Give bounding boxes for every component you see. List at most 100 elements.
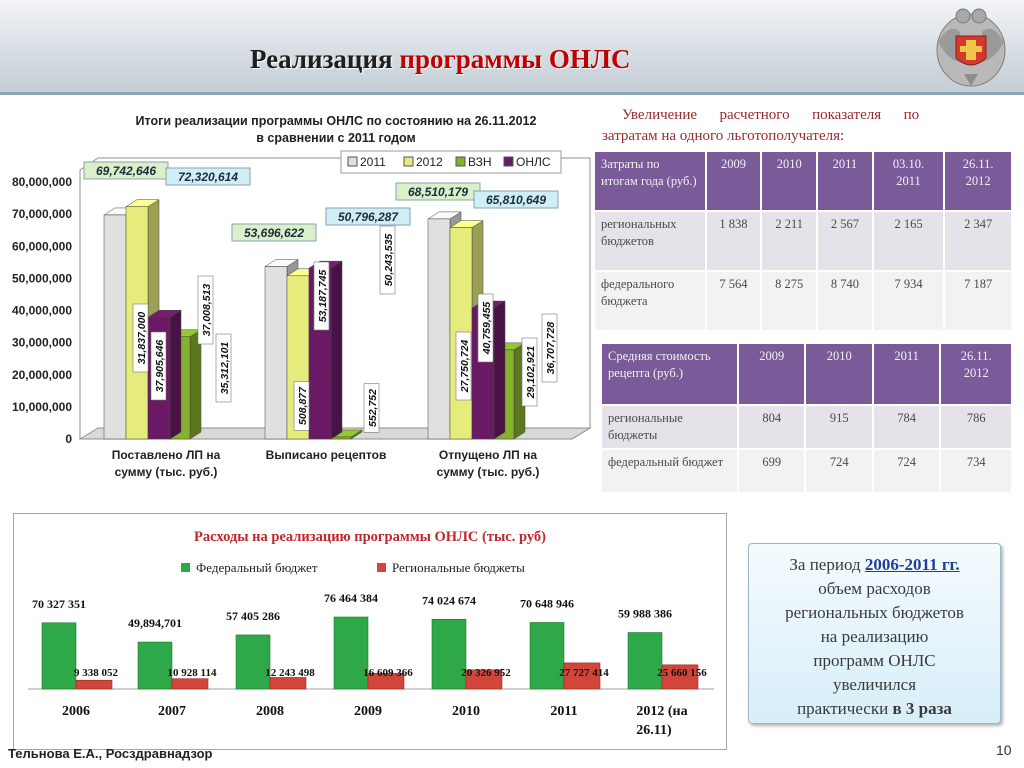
bar-side	[169, 309, 182, 440]
table2-cell: 699	[736, 448, 807, 494]
federal-bar	[41, 622, 77, 690]
value-label-box	[455, 331, 472, 401]
table2-cell: 724	[804, 448, 874, 494]
table1-header: 2010	[760, 150, 819, 212]
program-results-chart: Итоги реализации программы ОНЛС по состо…	[12, 114, 592, 479]
regional-bar	[269, 677, 307, 690]
legend-swatch	[503, 156, 514, 167]
note-period: 2006-2011 гг.	[864, 555, 960, 574]
note-line7-pre: практически	[797, 699, 893, 718]
year-label: 2012 (на	[636, 704, 687, 719]
eagle-emblem-icon	[936, 8, 1006, 87]
y-tick-label: 70,000,000	[12, 207, 72, 221]
federal-value-label: 57 405 286	[226, 609, 280, 623]
category-label-1a: Поставлено ЛП на	[112, 448, 221, 462]
regional-value-label: 9 338 052	[74, 667, 119, 679]
table1-cell: 7 564	[704, 270, 763, 332]
table2-cell: 915	[804, 404, 874, 450]
regional-value-label: 10 928 114	[168, 667, 217, 679]
footer-author: Тельнова Е.А., Росздравнадзор	[8, 746, 213, 761]
table-row: региональных бюджетов 1 838 2 211 2 567 …	[593, 210, 1013, 272]
y-tick-label: 10,000,000	[12, 400, 72, 414]
table2-cell: 734	[939, 448, 1013, 494]
value-label-text: 31,837,000	[136, 312, 148, 365]
y-tick-label: 20,000,000	[12, 368, 72, 382]
indicator-text-line1: Увеличение расчетного показателя по	[622, 107, 920, 123]
y-tick-label: 0	[65, 432, 72, 446]
chart-title-line2: в сравнении с 2011 годом	[256, 131, 415, 145]
table1-cell: 2 165	[871, 210, 946, 272]
value-label-text: 40,759,455	[481, 302, 493, 356]
legend-label: 2011	[360, 155, 386, 169]
y-tick-label: 30,000,000	[12, 336, 72, 350]
table2-cell: 786	[939, 404, 1013, 450]
table2-header: 26.11. 2012	[939, 342, 1013, 406]
bar-side	[189, 329, 202, 440]
table1-header: Затраты по итогам года (руб.)	[593, 150, 707, 212]
category-label-1b: сумму (тыс. руб.)	[115, 465, 218, 479]
note-line7-bold: в 3 раза	[892, 699, 952, 718]
value-label-box	[197, 275, 214, 345]
table1-cell: 1 838	[704, 210, 763, 272]
callout-box	[325, 207, 411, 226]
value-label-box	[313, 261, 330, 331]
federal-value-label: 74 024 674	[422, 593, 476, 607]
regional-bar	[661, 664, 699, 690]
cost-per-beneficiary-table: Затраты по итогам года (руб.) 2009 2010 …	[593, 150, 1013, 332]
regional-bar	[367, 673, 405, 690]
regional-value-label: 25 660 156	[657, 667, 707, 679]
legend-swatch	[455, 156, 466, 167]
value-label: 37,905,646	[150, 331, 167, 401]
year-label: 2009	[354, 704, 382, 719]
table1-cell: 8 740	[816, 270, 874, 332]
regional-bar	[75, 679, 113, 690]
title-part1: Реализация	[250, 44, 393, 74]
value-label-text: 36,707,728	[545, 322, 557, 375]
callout-box	[231, 223, 317, 242]
value-label: 552,752	[363, 383, 380, 433]
value-label-text: 508,877	[297, 386, 309, 425]
year-label: 2011	[550, 704, 577, 719]
y-tick-label: 80,000,000	[12, 175, 72, 189]
page-title: Реализация программы ОНЛС	[250, 44, 630, 75]
callout-value: 72,320,614	[178, 170, 238, 184]
value-label-box	[132, 303, 149, 373]
regional-value-label: 27 727 414	[559, 667, 609, 679]
table2-cell: региональные бюджеты	[600, 404, 739, 450]
note-prefix: За период	[789, 555, 865, 574]
value-label-text: 29,102,921	[525, 346, 537, 400]
value-label: 40,759,455	[477, 293, 494, 363]
value-label: 31,837,000	[132, 303, 149, 373]
value-label-box	[363, 383, 380, 433]
indicator-text-line2: затратам на одного льготополучателя:	[602, 128, 844, 145]
regional-bar	[563, 662, 601, 690]
table1-header: 03.10. 2011	[871, 150, 946, 212]
value-label-text: 50,243,535	[383, 234, 395, 287]
legend-reg-swatch	[377, 563, 386, 572]
legend-label: ВЗН	[468, 155, 492, 169]
value-label-box	[215, 333, 232, 403]
table1-cell: региональных бюджетов	[593, 210, 707, 272]
table2-header: 2011	[871, 342, 942, 406]
table1-header: 26.11. 2012	[943, 150, 1013, 212]
callout-value: 53,696,622	[244, 226, 304, 240]
note-line6: увеличился	[832, 675, 917, 694]
bar	[264, 266, 288, 440]
table2-cell: 784	[871, 404, 942, 450]
bar	[427, 218, 451, 440]
table2-header: 2010	[804, 342, 874, 406]
federal-value-label: 59 988 386	[618, 607, 672, 621]
value-label-text: 53,187,745	[317, 270, 329, 323]
year-label: 26.11)	[636, 723, 672, 738]
callout-value: 50,796,287	[338, 210, 399, 224]
value-label-text: 37,905,646	[154, 340, 166, 393]
legend-label: 2012	[416, 155, 443, 169]
federal-bar	[431, 618, 467, 690]
table1-cell: 8 275	[760, 270, 819, 332]
value-label-box	[150, 331, 167, 401]
table2-cell: 724	[871, 448, 942, 494]
legend-swatch	[403, 156, 414, 167]
category-label-3b: сумму (тыс. руб.)	[437, 465, 540, 479]
value-label: 508,877	[293, 381, 310, 431]
summary-note: За период 2006-2011 гг. объем расходов р…	[748, 543, 1001, 724]
